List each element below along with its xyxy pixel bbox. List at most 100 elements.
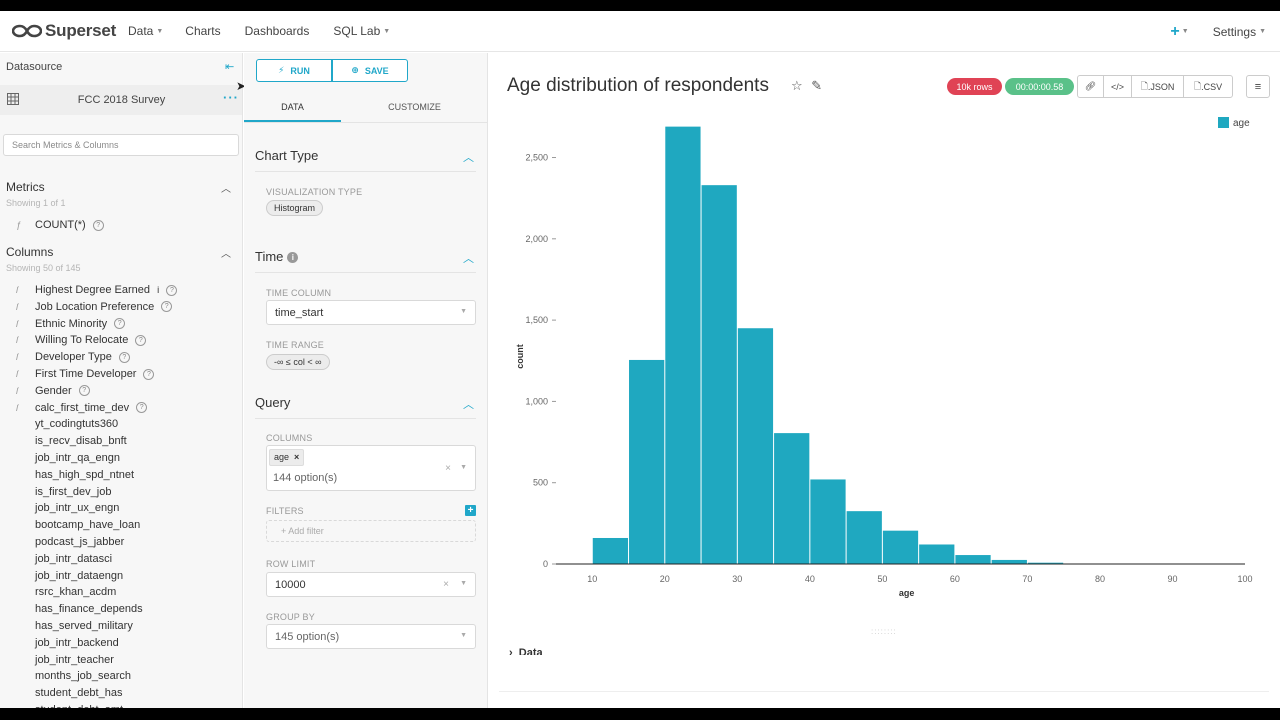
group-by-select[interactable]: 145 option(s) ▼ <box>266 624 476 649</box>
data-section-toggle[interactable]: › Data <box>509 647 543 655</box>
column-item[interactable]: bootcamp_have_loan <box>16 517 140 533</box>
nav-sql-lab[interactable]: SQL Lab ▼ <box>333 24 390 38</box>
more-options-icon[interactable]: ··· <box>223 90 239 105</box>
column-item[interactable]: ſ Ethnic Minority? <box>16 316 126 332</box>
nav-data[interactable]: Data ▼ <box>128 24 163 38</box>
settings-menu[interactable]: Settings ▼ <box>1213 25 1266 39</box>
column-item[interactable]: ſ First Time Developer? <box>16 366 155 382</box>
embed-button[interactable]: </> <box>1103 75 1132 98</box>
help-icon[interactable]: ? <box>136 402 148 414</box>
column-item[interactable]: job_intr_ux_engn <box>16 500 119 516</box>
column-item[interactable]: student_debt_amt <box>16 702 123 708</box>
histogram-bar <box>882 530 919 564</box>
chart-type-section[interactable]: Chart Type ︿ <box>255 148 476 172</box>
help-icon[interactable]: ? <box>118 351 130 363</box>
column-item[interactable]: is_first_dev_job <box>16 484 111 500</box>
run-button[interactable]: ⚡ RUN <box>256 59 332 82</box>
help-icon[interactable]: ? <box>114 318 126 330</box>
column-item[interactable]: yt_codingtuts360 <box>16 416 118 432</box>
column-item[interactable]: ſ calc_first_time_dev? <box>16 400 148 416</box>
column-item[interactable]: job_intr_datasci <box>16 551 112 567</box>
column-item[interactable]: job_intr_teacher <box>16 652 114 668</box>
add-filter-label: Add filter <box>288 526 324 536</box>
column-item[interactable]: is_recv_disab_bnft <box>16 433 127 449</box>
column-tag-label: age <box>274 452 290 462</box>
chevron-down-icon: ▼ <box>1181 28 1189 35</box>
star-icon[interactable]: ☆ <box>791 78 803 93</box>
column-label: Highest Degree Earned <box>35 284 150 296</box>
tab-data[interactable]: DATA <box>244 91 341 122</box>
edit-icon[interactable]: ✎ <box>811 78 823 93</box>
chevron-down-icon: ▼ <box>156 27 164 35</box>
column-item[interactable]: job_intr_qa_engn <box>16 450 120 466</box>
column-item[interactable]: ſ Gender? <box>16 383 90 399</box>
new-item-button[interactable]: + ▼ <box>1170 23 1188 41</box>
help-icon[interactable]: ? <box>143 368 155 380</box>
save-button[interactable]: ⊕ SAVE <box>332 59 408 82</box>
add-filter-plus-icon[interactable]: + <box>465 505 476 516</box>
column-item[interactable]: podcast_js_jabber <box>16 534 124 550</box>
query-section[interactable]: Query ︿ <box>255 395 476 419</box>
help-icon[interactable]: ? <box>161 301 173 313</box>
columns-select[interactable]: age × 144 option(s) × ▼ <box>266 445 476 491</box>
column-label: job_intr_dataengn <box>35 569 124 582</box>
nav-charts[interactable]: Charts <box>185 24 220 38</box>
metrics-count: Showing 1 of 1 <box>6 198 66 208</box>
info-icon[interactable]: i <box>287 252 299 263</box>
json-export-button[interactable]: 🗋︎ .JSON <box>1131 75 1184 98</box>
nav-dashboards[interactable]: Dashboards <box>245 24 310 38</box>
bolt-icon: ⚡ <box>278 65 285 75</box>
column-item[interactable]: student_debt_has <box>16 685 122 701</box>
add-filter-button[interactable]: + Add filter <box>266 520 476 542</box>
column-item[interactable]: ſ Developer Type? <box>16 349 130 365</box>
datasource-selector[interactable]: FCC 2018 Survey ··· <box>0 85 242 115</box>
resize-handle-icon[interactable]: :::::::: <box>871 627 897 636</box>
chart-title[interactable]: Age distribution of respondents <box>507 75 769 96</box>
search-metrics-columns-input[interactable]: Search Metrics & Columns <box>3 134 239 156</box>
clear-icon[interactable]: × <box>445 463 451 474</box>
column-item[interactable]: ſ Willing To Relocate? <box>16 332 147 348</box>
column-item[interactable]: job_intr_dataengn <box>16 568 123 584</box>
column-item[interactable]: job_intr_backend <box>16 635 119 651</box>
column-item[interactable]: ſ Job Location Preference? <box>16 299 173 315</box>
column-item[interactable]: ſ Highest Degree Earned i? <box>16 282 178 298</box>
metric-item[interactable]: ƒ COUNT(*) ? <box>16 217 104 233</box>
chevron-up-icon[interactable]: ︿ <box>221 249 231 260</box>
link-button[interactable]: 🔗︎ <box>1077 75 1104 98</box>
run-save-group: ⚡ RUN ⊕ SAVE <box>256 59 408 82</box>
time-section[interactable]: Time i ︿ <box>255 249 476 273</box>
top-navbar: Superset Data ▼ Charts Dashboards SQL La… <box>0 11 1280 52</box>
nav-sql-lab-label: SQL Lab <box>333 24 381 38</box>
help-icon[interactable]: ? <box>135 334 147 346</box>
column-label: has_served_military <box>35 620 133 632</box>
column-tag[interactable]: age × <box>269 449 305 466</box>
chevron-up-icon[interactable]: ︿ <box>221 184 231 195</box>
column-item[interactable]: has_high_spd_ntnet <box>16 467 134 483</box>
viz-type-pill[interactable]: Histogram <box>266 200 324 216</box>
column-item[interactable]: rsrc_khan_acdm <box>16 584 116 600</box>
x-tick-label: 90 <box>1167 574 1177 584</box>
help-icon[interactable]: ? <box>78 385 90 397</box>
columns-section-title[interactable]: Columns <box>6 245 54 259</box>
remove-tag-icon[interactable]: × <box>294 452 300 462</box>
column-type-icon: ſ <box>16 352 18 363</box>
row-limit-select[interactable]: 10000 × ▼ <box>266 572 476 597</box>
superset-logo[interactable]: Superset <box>12 21 117 41</box>
help-icon[interactable]: ? <box>92 219 104 231</box>
csv-export-button[interactable]: 🗋︎ .CSV <box>1183 75 1233 98</box>
more-menu-button[interactable]: ≡ <box>1246 75 1270 98</box>
help-icon[interactable]: ? <box>166 284 178 296</box>
info-icon[interactable]: i <box>156 285 160 295</box>
column-item[interactable]: months_job_search <box>16 668 131 684</box>
column-item[interactable]: has_served_military <box>16 618 133 634</box>
metrics-section-title[interactable]: Metrics <box>6 180 45 194</box>
column-label: podcast_js_jabber <box>35 536 125 548</box>
time-column-select[interactable]: time_start ▼ <box>266 300 476 325</box>
time-range-pill[interactable]: -∞ ≤ col < ∞ <box>266 354 330 370</box>
collapse-panel-icon[interactable]: ⇤ <box>225 61 235 73</box>
tab-customize[interactable]: CUSTOMIZE <box>388 102 441 112</box>
column-item[interactable]: has_finance_depends <box>16 601 143 617</box>
clear-icon[interactable]: × <box>443 579 449 590</box>
chevron-up-icon: ︿ <box>463 399 474 411</box>
column-label: yt_codingtuts360 <box>35 418 119 431</box>
